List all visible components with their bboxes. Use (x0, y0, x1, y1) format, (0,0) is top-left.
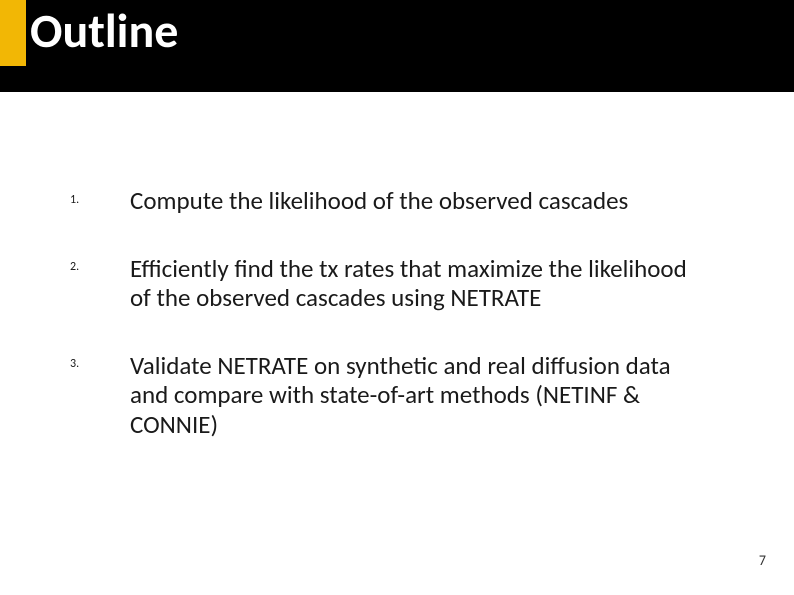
list-item: Validate NETRATE on synthetic and real d… (70, 351, 710, 440)
page-number: 7 (759, 552, 766, 569)
list-item-text: Efficiently find the tx rates that maxim… (130, 253, 687, 314)
list-item: Compute the likelihood of the observed c… (70, 186, 710, 216)
list-item-text: Validate NETRATE on synthetic and real d… (130, 350, 671, 440)
list-item-text: Compute the likelihood of the observed c… (130, 185, 628, 216)
slide: Outline Compute the likelihood of the ob… (0, 0, 794, 595)
title-band: Outline (0, 0, 794, 92)
slide-title: Outline (30, 6, 178, 56)
slide-body: Compute the likelihood of the observed c… (70, 186, 710, 439)
outline-list: Compute the likelihood of the observed c… (70, 186, 710, 439)
title-accent-block (0, 0, 26, 66)
list-item: Efficiently find the tx rates that maxim… (70, 254, 710, 313)
